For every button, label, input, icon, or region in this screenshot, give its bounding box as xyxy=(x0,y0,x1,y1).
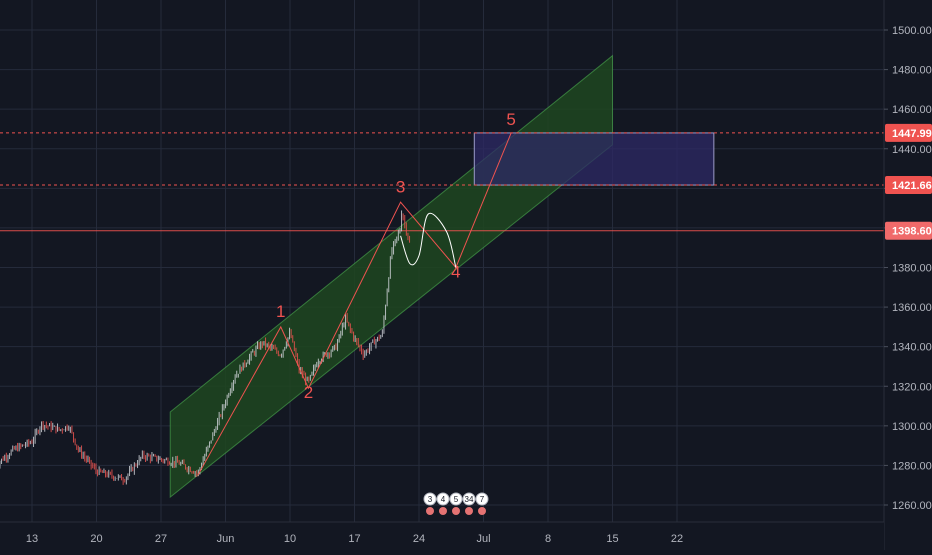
event-marker-0[interactable]: 3 xyxy=(423,492,437,515)
price-tag-bg xyxy=(885,221,932,240)
y-tick-label-5: 1360.00 xyxy=(892,302,932,314)
projection-path[interactable] xyxy=(400,212,457,268)
event-marker-1[interactable]: 4 xyxy=(436,492,450,515)
elliott-wave[interactable]: 1 2 3 4 5 xyxy=(197,110,516,476)
wave-label-5: 5 xyxy=(506,110,515,129)
wave-label-2: 2 xyxy=(304,383,313,402)
y-tick-label-2: 1300.00 xyxy=(892,421,932,433)
x-tick-label-3: Jun xyxy=(217,533,235,545)
wave-label-1: 1 xyxy=(276,302,285,321)
event-badge xyxy=(462,492,476,506)
price-tag-bg xyxy=(885,176,932,195)
x-tick-label-10: 22 xyxy=(671,533,683,545)
y-tick-label-10: 1460.00 xyxy=(892,104,932,116)
price-tag-bg xyxy=(885,123,932,142)
event-label: 7 xyxy=(480,495,485,504)
grid-lines xyxy=(0,0,884,522)
x-tick-label-4: 10 xyxy=(284,533,296,545)
y-tick-label-0: 1260.00 xyxy=(892,500,932,512)
x-tick-label-5: 17 xyxy=(348,533,360,545)
y-tick-label-9: 1440.00 xyxy=(892,144,932,156)
x-tick-label-1: 20 xyxy=(90,533,102,545)
time-axis-bg xyxy=(0,522,884,550)
flag-icon xyxy=(452,507,460,515)
y-tick-label-3: 1320.00 xyxy=(892,381,932,393)
wave-label-3: 3 xyxy=(396,177,405,196)
y-tick-label-1: 1280.00 xyxy=(892,460,932,472)
price-level-lines xyxy=(0,132,884,232)
price-tag-label: 1398.60 xyxy=(892,226,932,238)
event-label: 5 xyxy=(454,495,459,504)
flag-icon xyxy=(465,507,473,515)
time-axis[interactable]: 13 20 27 Jun 10 17 24 Jul 8 15 22 xyxy=(0,521,884,550)
x-tick-label-6: 24 xyxy=(413,533,425,545)
event-label: 4 xyxy=(441,495,446,504)
wave-line[interactable] xyxy=(197,132,512,476)
price-series xyxy=(0,210,411,485)
price-tag-label: 1421.66 xyxy=(892,180,932,192)
y-tick-label-4: 1340.00 xyxy=(892,342,932,354)
event-badge xyxy=(436,492,450,506)
price-axis-bg xyxy=(884,0,932,550)
x-tick-label-9: 15 xyxy=(606,533,618,545)
event-badge xyxy=(475,492,489,506)
price-tag-1[interactable]: 1421.66 xyxy=(885,176,932,195)
x-tick-label-7: Jul xyxy=(476,533,490,545)
target-box[interactable] xyxy=(473,132,715,186)
y-tick-label-6: 1380.00 xyxy=(892,263,932,275)
trend-channel[interactable] xyxy=(169,54,613,499)
x-tick-label-8: 8 xyxy=(545,533,551,545)
target-zone[interactable] xyxy=(473,132,715,186)
flag-icon xyxy=(439,507,447,515)
event-badge xyxy=(423,492,437,506)
projection-curve[interactable] xyxy=(400,212,457,268)
event-marker-2[interactable]: 5 xyxy=(449,492,463,515)
event-badge xyxy=(449,492,463,506)
flag-icon xyxy=(426,507,434,515)
event-marker-3[interactable]: 34 xyxy=(462,492,476,515)
price-tag-label: 1447.99 xyxy=(892,128,932,140)
event-label: 3 xyxy=(428,495,433,504)
x-tick-label-2: 27 xyxy=(155,533,167,545)
event-label: 34 xyxy=(465,495,474,504)
event-markers[interactable]: 3 4 5 34 7 xyxy=(423,492,489,515)
price-tag-0[interactable]: 1447.99 xyxy=(885,123,932,142)
price-axis[interactable]: 1260.00 1280.00 1300.00 1320.00 1340.00 1360.… xyxy=(883,0,932,550)
event-marker-4[interactable]: 7 xyxy=(475,492,489,515)
price-tag-2[interactable]: 1398.60 xyxy=(885,221,932,240)
y-tick-label-11: 1480.00 xyxy=(892,65,932,77)
flag-icon xyxy=(478,507,486,515)
channel-fill[interactable] xyxy=(169,54,613,499)
wave-label-4: 4 xyxy=(451,262,460,281)
y-tick-label-12: 1500.00 xyxy=(892,25,932,37)
x-tick-label-0: 13 xyxy=(26,533,38,545)
